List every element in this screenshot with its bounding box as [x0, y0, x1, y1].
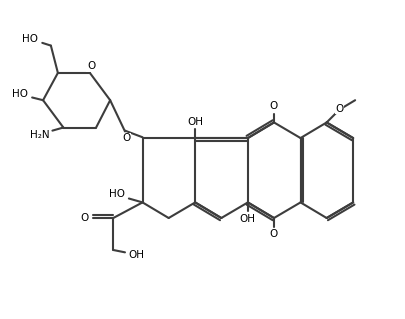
- Text: O: O: [80, 213, 88, 223]
- Text: O: O: [269, 101, 277, 111]
- Text: HO: HO: [12, 89, 28, 99]
- Text: OH: OH: [239, 214, 255, 224]
- Text: OH: OH: [128, 250, 143, 260]
- Text: O: O: [269, 229, 277, 239]
- Text: OH: OH: [187, 117, 202, 127]
- Text: HO: HO: [22, 34, 38, 44]
- Text: O: O: [335, 104, 343, 114]
- Text: HO: HO: [109, 189, 125, 199]
- Text: H₂N: H₂N: [30, 130, 50, 140]
- Text: O: O: [87, 61, 95, 71]
- Text: O: O: [122, 133, 130, 144]
